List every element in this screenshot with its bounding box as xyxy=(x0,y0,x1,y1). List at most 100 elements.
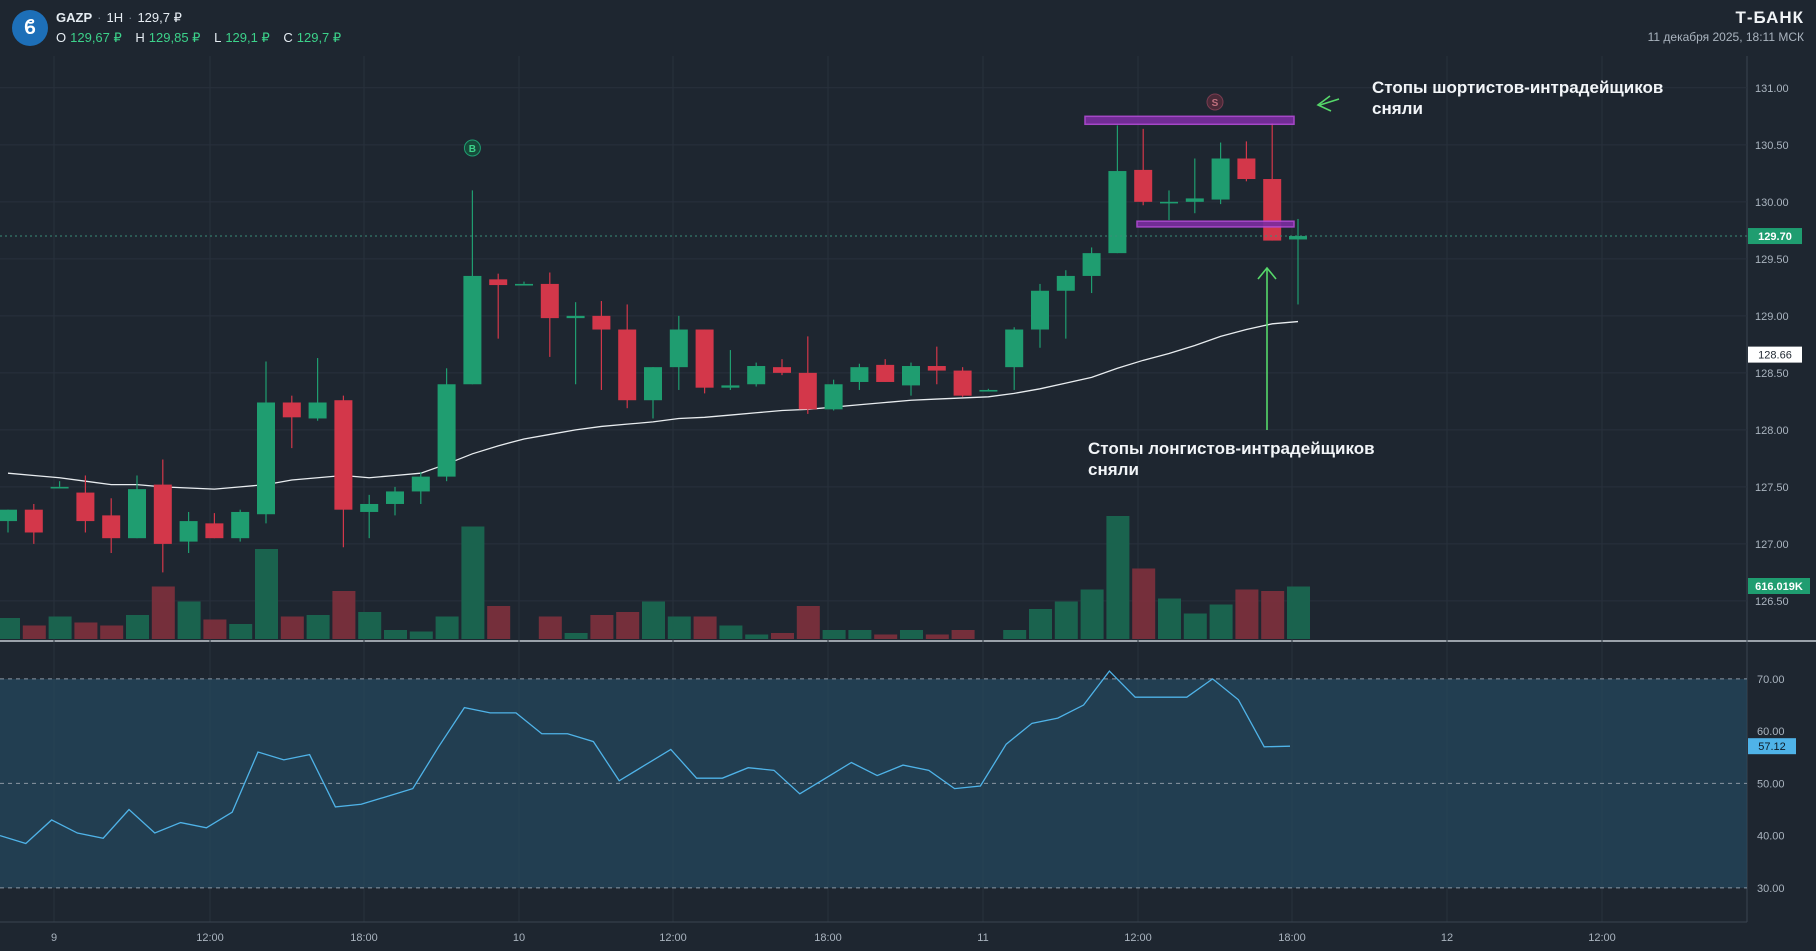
candle-body xyxy=(1082,253,1101,276)
candle-body xyxy=(773,367,791,373)
ema-line xyxy=(7,320,1299,490)
short-stops-zone xyxy=(1084,115,1295,126)
candle-body xyxy=(179,521,198,542)
legend-ema-row[interactable]: EMA 128.66 xyxy=(8,98,74,110)
volume-bar xyxy=(177,601,201,639)
legend-volume-row[interactable]: Объём 616.019K xyxy=(8,81,99,93)
volume-bar xyxy=(564,633,588,639)
volume-bar xyxy=(409,631,433,639)
volume-bar xyxy=(1029,609,1052,639)
volume-tag: 616.019K xyxy=(1755,581,1803,593)
candle-body xyxy=(153,484,172,544)
volume-bar xyxy=(0,618,20,639)
rsi-band xyxy=(0,678,1747,888)
long-stops-zone xyxy=(1136,220,1295,228)
legend-open-label: ОТКР xyxy=(235,64,265,76)
price-tick-label: 129.00 xyxy=(1755,311,1789,323)
volume-bar xyxy=(203,619,227,639)
volume-bar xyxy=(74,622,98,639)
volume-bar xyxy=(590,615,614,639)
candle-body xyxy=(282,402,301,418)
last-price-tag: 129.70 xyxy=(1758,231,1792,243)
volume-bar xyxy=(332,591,356,639)
ticker-symbol[interactable]: GAZP xyxy=(56,10,93,25)
rsi-line xyxy=(0,670,1291,845)
ema-label: EMA xyxy=(8,98,32,110)
candle-body xyxy=(360,503,379,512)
legend-title: Газпром, 1Ч, moex_mrng_evng_e_wknd_dlr xyxy=(8,64,227,76)
volume-bar xyxy=(1132,568,1156,639)
short-stops-text-line1: Стопы шортистов-интрадейщиков xyxy=(1372,78,1663,97)
volume-bar xyxy=(667,616,691,639)
buy-marker xyxy=(463,139,481,157)
gazprom-flame-icon: ϐ xyxy=(23,17,37,39)
legend-rsi-row[interactable]: RSI 57.12 xyxy=(8,649,63,661)
candle-body xyxy=(1160,201,1178,204)
volume-bar xyxy=(280,616,304,639)
volume-row-label: Объём xyxy=(8,81,44,93)
volume-tag-bg xyxy=(1748,578,1810,594)
rsi-pane xyxy=(0,670,1747,889)
volume-bar xyxy=(693,616,717,639)
time-tick-label: 12:00 xyxy=(1588,932,1616,944)
legend-main-row[interactable]: Газпром, 1Ч, moex_mrng_evng_e_wknd_dlr О… xyxy=(8,64,601,76)
candle-body xyxy=(1237,158,1256,180)
candle-body xyxy=(721,385,740,388)
volume-bar xyxy=(1106,516,1130,639)
candle-body xyxy=(1056,275,1075,291)
legend-low-value: 129.10 xyxy=(405,64,440,76)
candle-body xyxy=(927,366,946,371)
volume-bar xyxy=(616,612,640,639)
volume-bar xyxy=(1158,598,1181,639)
volume-bar xyxy=(1003,630,1027,639)
short-stops-text-line2: сняли xyxy=(1372,99,1423,118)
volume-bar xyxy=(461,526,485,639)
long-stops-text-line1: Стопы лонгистов-интрадейщиков xyxy=(1088,439,1375,458)
candle-body xyxy=(1263,179,1282,241)
legend-open-value: 129.67 xyxy=(264,64,298,76)
ema-value: 128.66 xyxy=(40,98,74,110)
volume-bar xyxy=(126,615,149,639)
candle-body xyxy=(669,329,688,368)
rsi-tick-label: 50.00 xyxy=(1757,778,1785,790)
price-tick-label: 127.50 xyxy=(1755,482,1789,494)
short-arrow-shaft xyxy=(1319,98,1340,106)
volume-bar xyxy=(900,630,923,639)
candle-body xyxy=(1185,198,1204,202)
price-tick-label: 128.50 xyxy=(1755,368,1789,380)
candle-body xyxy=(979,389,998,392)
ohlc-high-key: H xyxy=(135,30,145,45)
volume-bar xyxy=(384,630,407,639)
time-tick-label: 18:00 xyxy=(814,932,842,944)
volume-bar xyxy=(1261,591,1285,639)
ohlc-open-value: 129,67 ₽ xyxy=(70,30,122,45)
price-tick-label: 127.00 xyxy=(1755,539,1789,551)
volume-bar xyxy=(1183,613,1207,639)
ohlc-low-value: 129,1 ₽ xyxy=(225,30,270,45)
annotation-overlays: B S Стопы шортистов-интрадейщиков сняли Стоп… xyxy=(0,78,1747,479)
time-tick-label: 18:00 xyxy=(350,932,378,944)
candle-body xyxy=(566,315,585,319)
volume-bar xyxy=(151,586,175,639)
rsi-tick-label: 40.00 xyxy=(1757,831,1785,843)
price-tick-label: 131.00 xyxy=(1755,83,1789,95)
interval-label[interactable]: 1H xyxy=(106,10,124,25)
candle-body xyxy=(876,364,895,382)
long-arrow-head xyxy=(1257,266,1277,280)
volume-bar xyxy=(538,616,562,639)
ema-tag: 128.66 xyxy=(1758,350,1792,362)
ohlc-close-key: C xyxy=(283,30,293,45)
volume-bar xyxy=(229,624,253,639)
time-tick-label: 12:00 xyxy=(659,932,687,944)
candle-body xyxy=(695,329,714,388)
volume-bar xyxy=(642,601,665,639)
volume-bar xyxy=(1287,586,1310,639)
candle-body xyxy=(24,509,43,533)
volume-bar xyxy=(306,615,330,639)
price-tick-label: 128.00 xyxy=(1755,425,1789,437)
volume-bar xyxy=(22,625,46,639)
volume-bar xyxy=(848,630,872,639)
candle-body xyxy=(1108,171,1127,254)
candle-body xyxy=(1289,236,1307,240)
